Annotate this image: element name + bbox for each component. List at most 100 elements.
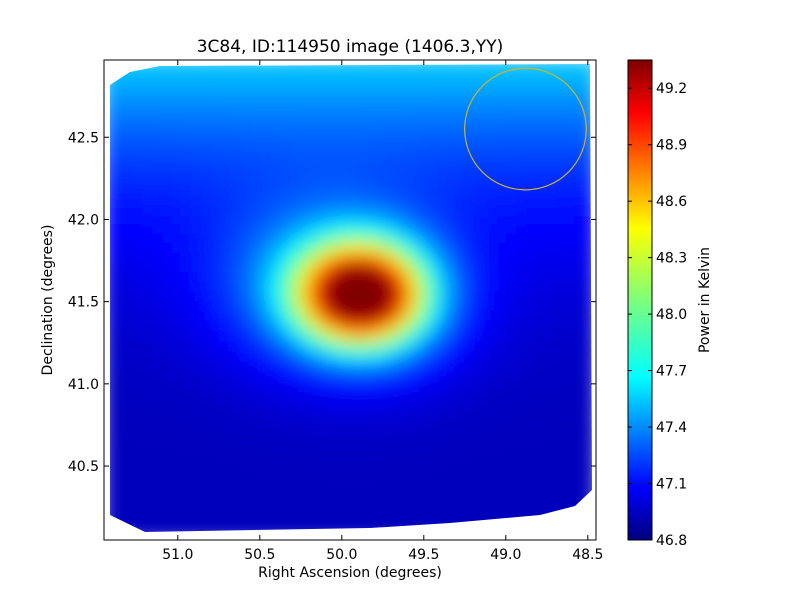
heatmap-cell (526, 78, 538, 90)
heatmap-cell (575, 193, 588, 205)
heatmap-cell (110, 529, 115, 532)
heatmap-cell (368, 155, 381, 167)
heatmap-cell (437, 222, 450, 234)
heatmap-cell (467, 64, 479, 71)
heatmap-cell (467, 347, 479, 359)
heatmap-cell (575, 164, 588, 177)
heatmap-cell (339, 510, 351, 522)
heatmap-cell (309, 193, 322, 205)
heatmap-cell (486, 251, 499, 263)
heatmap-cell (575, 270, 588, 282)
heatmap-cell (230, 241, 243, 253)
heatmap-cell (427, 68, 440, 81)
heatmap-cell (299, 64, 312, 71)
heatmap-cell (447, 356, 460, 369)
heatmap-cell (457, 270, 470, 282)
heatmap-cell (299, 395, 312, 407)
heatmap-cell (230, 471, 243, 484)
heatmap-cell (162, 366, 174, 378)
heatmap-cell (358, 471, 371, 484)
heatmap-cell (329, 337, 342, 349)
heatmap-cell (329, 279, 342, 292)
heatmap-cell (110, 308, 115, 321)
heatmap-cell (112, 423, 125, 436)
heatmap-cell (191, 308, 204, 321)
heatmap-cell (339, 471, 351, 484)
heatmap-cell (447, 145, 460, 157)
heatmap-cell (526, 231, 538, 244)
heatmap-cell (201, 443, 214, 455)
heatmap-cell (132, 212, 145, 225)
heatmap-cell (250, 279, 263, 292)
heatmap-cell (221, 107, 233, 119)
heatmap-cell (526, 318, 538, 330)
heatmap-cell (516, 519, 529, 532)
heatmap-cell (289, 510, 302, 522)
heatmap-cell (299, 145, 312, 157)
heatmap-cell (555, 174, 568, 186)
heatmap-cell (496, 443, 509, 455)
heatmap-cell (142, 212, 155, 225)
heatmap-cell (299, 155, 312, 167)
heatmap-cell (555, 356, 568, 369)
heatmap-cell (260, 87, 273, 100)
heatmap-cell (152, 481, 165, 493)
heatmap-cell (122, 174, 135, 186)
heatmap-cell (260, 97, 273, 109)
heatmap-cell (152, 375, 165, 388)
heatmap-cell (457, 337, 470, 349)
heatmap-cell (280, 279, 292, 292)
heatmap-cell (181, 327, 194, 340)
heatmap-cell (368, 423, 381, 436)
heatmap-cell (280, 107, 292, 119)
heatmap-cell (349, 260, 361, 273)
heatmap-cell (260, 183, 273, 196)
heatmap-cell (230, 327, 243, 340)
heatmap-cell (250, 519, 263, 532)
heatmap-cell (289, 452, 302, 465)
heatmap-cell (280, 116, 292, 129)
heatmap-cell (211, 231, 224, 244)
heatmap-cell (250, 471, 263, 484)
heatmap-cell (289, 395, 302, 407)
heatmap-cell (329, 183, 342, 196)
heatmap-cell (486, 279, 499, 292)
heatmap-cell (447, 414, 460, 426)
heatmap-cell (221, 231, 233, 244)
heatmap-cell (181, 443, 194, 455)
heatmap-cell (230, 135, 243, 148)
heatmap-cell (122, 241, 135, 253)
colorbar-tick-label: 48.3 (656, 251, 687, 267)
heatmap-cell (230, 203, 243, 215)
heatmap-cell (565, 395, 578, 407)
heatmap-cell (427, 260, 440, 273)
heatmap-cell (270, 164, 283, 177)
heatmap-cell (112, 510, 125, 522)
heatmap-cell (398, 193, 411, 205)
heatmap-cell (378, 126, 391, 138)
heatmap-cell (132, 193, 145, 205)
heatmap-cell (280, 347, 292, 359)
heatmap-cell (132, 481, 145, 493)
heatmap-cell (417, 155, 430, 167)
heatmap-cell (142, 279, 155, 292)
heatmap-cell (447, 260, 460, 273)
heatmap-cell (110, 433, 115, 445)
heatmap-cell (349, 126, 361, 138)
heatmap-cell (349, 366, 361, 378)
heatmap-cell (408, 203, 420, 215)
heatmap-cell (122, 481, 135, 493)
heatmap-cell (122, 308, 135, 321)
heatmap-cell (191, 145, 204, 157)
heatmap-cell (230, 433, 243, 445)
heatmap-cell (398, 116, 411, 129)
heatmap-cell (388, 78, 401, 90)
heatmap-cell (575, 423, 588, 436)
heatmap-cell (496, 471, 509, 484)
heatmap-cell (427, 155, 440, 167)
heatmap-cell (110, 174, 115, 186)
heatmap-cell (250, 203, 263, 215)
heatmap-cell (526, 116, 538, 129)
heatmap-cell (230, 375, 243, 388)
heatmap-cell (280, 289, 292, 301)
